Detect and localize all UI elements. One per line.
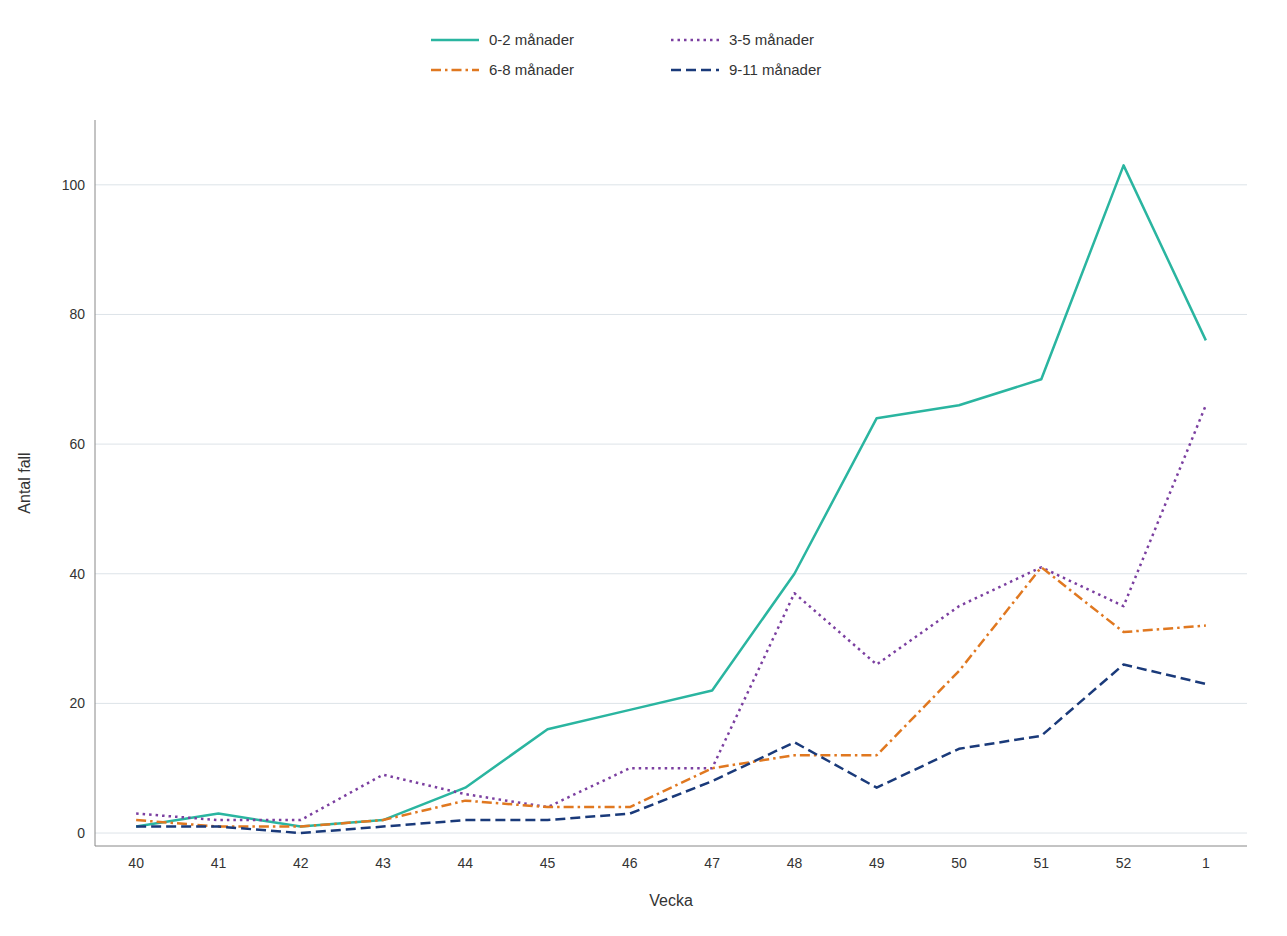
y-tick-label: 40 bbox=[69, 566, 85, 582]
legend-label: 6-8 månader bbox=[489, 61, 574, 78]
grid-line bbox=[95, 573, 1247, 574]
y-axis-line bbox=[95, 120, 96, 846]
series-line bbox=[136, 405, 1206, 820]
x-tick-label: 43 bbox=[375, 855, 391, 871]
legend-swatch bbox=[431, 39, 479, 42]
series-line bbox=[136, 665, 1206, 834]
grid-line bbox=[95, 184, 1247, 185]
legend: 0-2 månader 3-5 månader 6-8 månader 9-11 må… bbox=[431, 31, 821, 78]
legend-swatch bbox=[671, 69, 719, 72]
x-tick-label: 42 bbox=[293, 855, 309, 871]
legend-label: 9-11 månader bbox=[729, 61, 821, 78]
x-tick-label: 45 bbox=[540, 855, 556, 871]
chart-container: 0 20 40 60 80 100 40 41 42 43 44 45 46 47 48 49 50 51 52 1 V… bbox=[0, 0, 1287, 936]
grid-line bbox=[95, 444, 1247, 445]
legend-swatch bbox=[431, 69, 479, 72]
legend-label: 0-2 månader bbox=[489, 31, 574, 48]
x-tick-label: 1 bbox=[1202, 855, 1210, 871]
y-axis-label: Antal fall bbox=[16, 452, 33, 513]
y-tick-label: 100 bbox=[62, 177, 86, 193]
series-line bbox=[136, 567, 1206, 826]
x-tick-label: 52 bbox=[1116, 855, 1132, 871]
y-tick-label: 80 bbox=[69, 306, 85, 322]
grid bbox=[95, 185, 1247, 833]
grid-line bbox=[95, 703, 1247, 704]
x-tick-label: 49 bbox=[869, 855, 885, 871]
x-tick-label: 41 bbox=[211, 855, 227, 871]
chart: 0 20 40 60 80 100 40 41 42 43 44 45 46 47 48 49 50 51 52 1 V… bbox=[0, 0, 1287, 936]
legend-label: 3-5 månader bbox=[729, 31, 814, 48]
y-tick-label: 0 bbox=[77, 825, 85, 841]
y-tick-label: 60 bbox=[69, 436, 85, 452]
x-tick-label: 47 bbox=[704, 855, 720, 871]
series-line bbox=[136, 165, 1206, 826]
legend-swatch bbox=[671, 39, 719, 42]
x-tick-label: 50 bbox=[951, 855, 967, 871]
x-tick-label: 44 bbox=[457, 855, 473, 871]
x-tick-label: 48 bbox=[787, 855, 803, 871]
y-tick-label: 20 bbox=[69, 695, 85, 711]
x-axis-label: Vecka bbox=[649, 892, 693, 909]
grid-line bbox=[95, 833, 1247, 834]
x-axis-line bbox=[95, 846, 1247, 847]
grid-line bbox=[95, 314, 1247, 315]
lines bbox=[136, 165, 1206, 833]
x-tick-label: 51 bbox=[1033, 855, 1049, 871]
x-tick-label: 40 bbox=[128, 855, 144, 871]
x-tick-label: 46 bbox=[622, 855, 638, 871]
